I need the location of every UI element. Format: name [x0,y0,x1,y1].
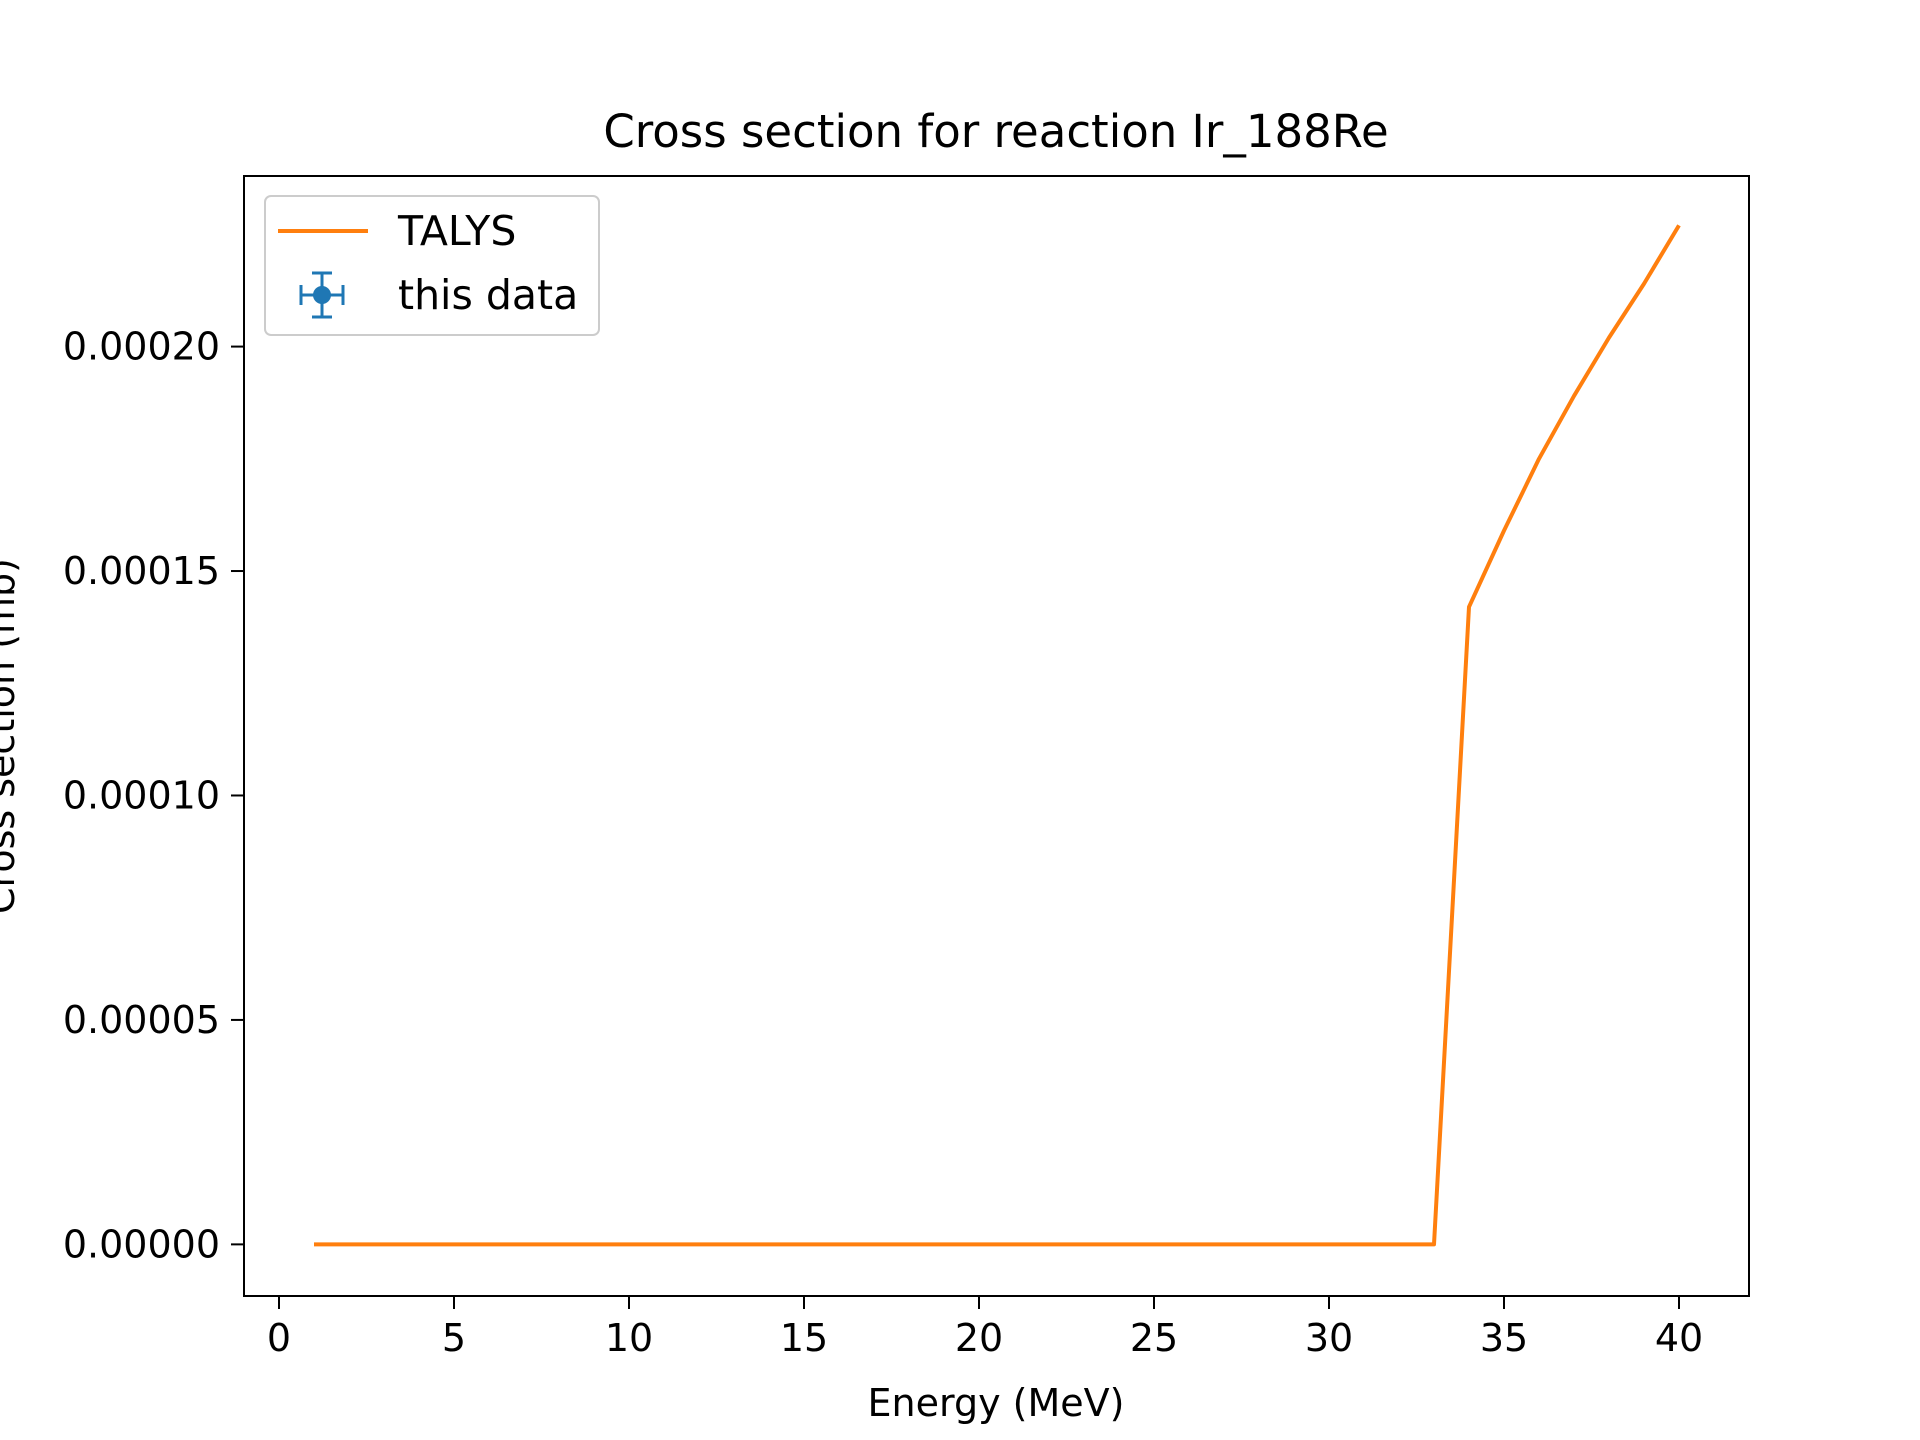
y-tick-label: 0.00020 [63,325,220,369]
x-tick-label: 40 [1655,1316,1703,1360]
y-axis: 0.00000 0.00005 0.00010 0.00015 0.00020 [63,325,244,1266]
x-tick-label: 20 [955,1316,1003,1360]
x-tick-label: 0 [267,1316,291,1360]
legend-swatch-this-data [299,271,345,319]
plot-frame [243,175,1750,1297]
y-tick-label: 0.00005 [63,998,220,1042]
legend-label-talys: TALYS [397,207,516,255]
x-tick-label: 5 [442,1316,466,1360]
series-layer [314,224,1681,1247]
y-tick-label: 0.00010 [63,773,220,817]
chart-title: Cross section for reaction Ir_188Re [603,105,1388,158]
y-tick-label: 0.00000 [63,1222,220,1266]
x-tick-label: 15 [780,1316,828,1360]
x-tick-label: 25 [1130,1316,1178,1360]
y-axis-label: Cross section (mb) [0,558,23,914]
plot-area [244,176,1749,1296]
series-line-talys [314,224,1681,1247]
legend: TALYS this data [264,195,600,336]
x-axis-label: Energy (MeV) [868,1381,1125,1425]
x-tick-label: 10 [605,1316,653,1360]
legend-label-this-data: this data [398,271,578,319]
x-tick-label: 30 [1305,1316,1353,1360]
x-tick-label: 35 [1480,1316,1528,1360]
x-axis: 0 5 10 15 20 25 30 35 40 [267,1296,1703,1360]
y-tick-label: 0.00015 [63,549,220,593]
